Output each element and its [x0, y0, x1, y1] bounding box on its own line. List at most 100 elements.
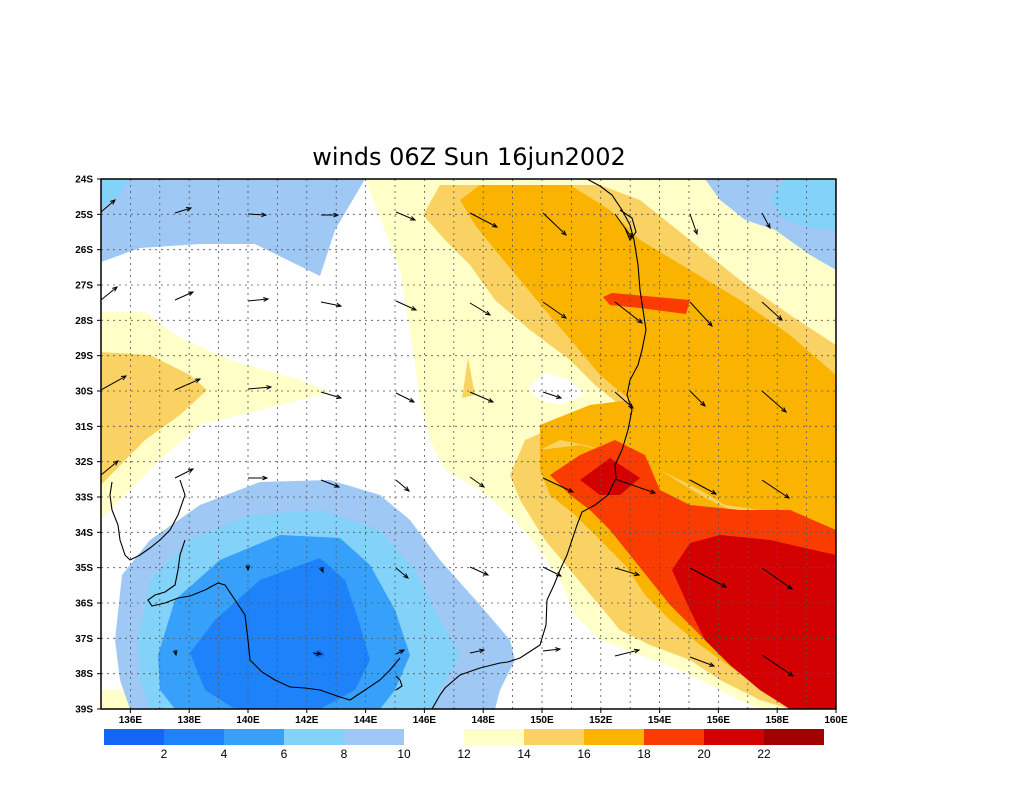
- colorbar: [104, 729, 824, 745]
- colorbar-label: 14: [517, 747, 531, 761]
- wind-vector: [614, 649, 640, 657]
- lat-tick-label: 34S: [75, 528, 93, 539]
- lat-tick-label: 26S: [75, 245, 93, 256]
- wind-vector-head: [404, 486, 410, 492]
- wind-vector: [689, 656, 715, 667]
- colorbar-swatch: [644, 729, 704, 745]
- wind-vector-head: [245, 565, 251, 572]
- wind-vector: [689, 213, 698, 235]
- colorbar-label: 18: [637, 747, 651, 761]
- lon-tick-label: 152E: [589, 715, 613, 726]
- wind-vector: [247, 298, 269, 302]
- lat-tick-label: 32S: [75, 457, 93, 468]
- wind-vector-head: [409, 216, 417, 221]
- wind-vector-head: [783, 493, 791, 499]
- lat-tick-label: 33S: [75, 493, 93, 504]
- wind-vector-head: [487, 398, 495, 403]
- wind-vector-head: [482, 571, 490, 576]
- wind-vector: [395, 300, 417, 311]
- wind-vector-head: [491, 222, 499, 228]
- contour-fill-region: [101, 179, 128, 205]
- contour-fill-region: [603, 293, 690, 314]
- wind-vector: [761, 567, 793, 590]
- wind-vector-head: [633, 571, 641, 577]
- wind-vector: [469, 302, 491, 316]
- wind-vector: [689, 301, 713, 327]
- colorbar-label: 16: [577, 747, 591, 761]
- wind-vector-head: [398, 649, 406, 655]
- contour-fill-region: [101, 690, 130, 709]
- lon-tick-label: 156E: [707, 715, 731, 726]
- contour-fill-region: [460, 185, 836, 530]
- wind-vector-head: [113, 460, 119, 466]
- wind-vector-head: [561, 313, 568, 319]
- coastline-peninsula: [147, 539, 206, 607]
- wind-vector-head: [637, 318, 644, 324]
- lon-tick-label: 148E: [472, 715, 496, 726]
- lon-tick-label: 144E: [354, 715, 378, 726]
- wind-vector: [395, 479, 410, 492]
- wind-vectors: [101, 199, 795, 677]
- lat-tick-label: 35S: [75, 563, 93, 574]
- colorbar-label: 12: [457, 747, 471, 761]
- colorbar-swatch: [104, 729, 164, 745]
- colorbar-swatch: [164, 729, 224, 745]
- colorbar-swatch: [704, 729, 764, 745]
- wind-vector: [614, 301, 643, 324]
- lat-tick-label: 25S: [75, 210, 93, 221]
- wind-vector: [395, 567, 409, 579]
- wind-vector-head: [187, 291, 195, 296]
- wind-vector: [469, 566, 489, 576]
- lon-tick-label: 154E: [648, 715, 672, 726]
- lat-tick-label: 37S: [75, 634, 93, 645]
- wind-vector-head: [707, 321, 713, 327]
- coastline: [109, 179, 647, 709]
- wind-vector-head: [555, 394, 563, 399]
- contour-fill-region: [672, 535, 836, 709]
- coastline-east: [431, 179, 647, 709]
- coastline-island-2: [395, 675, 403, 691]
- wind-vector: [542, 301, 567, 319]
- wind-vector-head: [185, 207, 193, 212]
- lat-tick-label: 36S: [75, 599, 93, 610]
- latitude-labels: 24S 25S 26S 27S 28S 29S 30S 31S 32S 33S 34S 35S 36S 3…: [75, 175, 101, 716]
- wind-vector-head: [555, 647, 562, 652]
- wind-vector: [689, 479, 717, 495]
- wind-vector: [101, 199, 116, 213]
- wind-vector: [395, 211, 416, 221]
- wind-vector: [395, 392, 415, 403]
- wind-vector: [614, 391, 634, 409]
- plot-title: winds 06Z Sun 16jun2002: [312, 143, 625, 171]
- wind-vector-head: [781, 407, 787, 413]
- wind-vector: [542, 391, 562, 399]
- wind-vector: [689, 390, 706, 407]
- contour-fill-region: [190, 558, 370, 709]
- wind-vector: [320, 479, 340, 488]
- coastline-south: [204, 582, 401, 701]
- lat-tick-label: 27S: [75, 281, 93, 292]
- wind-vector-head: [787, 584, 794, 590]
- colorbar-swatch: [524, 729, 584, 745]
- wind-vector: [761, 654, 794, 677]
- wind-vector-head: [408, 397, 416, 403]
- contour-fill-region: [101, 179, 365, 276]
- colorbar-swatch: [764, 729, 824, 745]
- wind-vector-head: [263, 297, 270, 302]
- lon-tick-label: 138E: [178, 715, 202, 726]
- wind-vector-head: [319, 566, 324, 574]
- longitude-labels: 136E 138E 140E 142E 144E 146E 148E 150E 152E 154E…: [119, 709, 848, 726]
- colorbar-labels: 2 4 6 8 10 12 14 16 18 20 22: [161, 747, 771, 761]
- wind-vector-head: [484, 310, 492, 316]
- wind-vector: [542, 566, 562, 577]
- wind-vector-head: [567, 487, 575, 493]
- wind-vector-head: [120, 375, 128, 381]
- lat-tick-label: 24S: [75, 175, 93, 186]
- wind-vector: [689, 567, 727, 588]
- colorbar-label: 4: [221, 747, 228, 761]
- wind-vector-head: [316, 651, 323, 656]
- colorbar-label: 8: [341, 747, 348, 761]
- map-grid: [101, 179, 836, 709]
- colorbar-swatch: [584, 729, 644, 745]
- wind-vector-head: [787, 671, 795, 677]
- wind-vector-head: [777, 315, 783, 321]
